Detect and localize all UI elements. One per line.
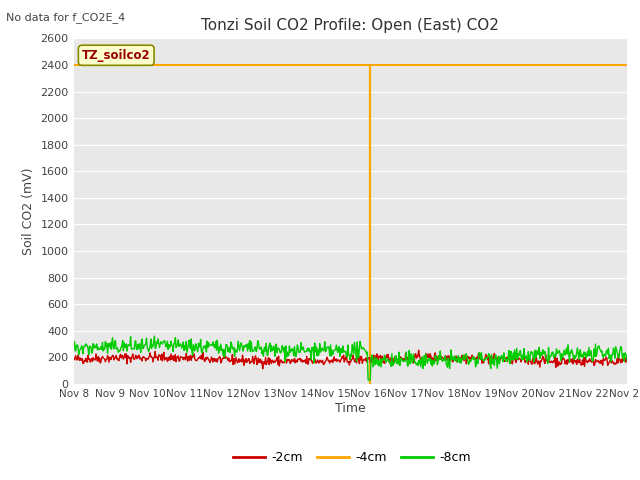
Text: No data for f_CO2E_4: No data for f_CO2E_4 — [6, 12, 125, 23]
Legend: -2cm, -4cm, -8cm: -2cm, -4cm, -8cm — [228, 446, 476, 469]
X-axis label: Time: Time — [335, 402, 366, 415]
Text: TZ_soilco2: TZ_soilco2 — [82, 49, 150, 62]
Y-axis label: Soil CO2 (mV): Soil CO2 (mV) — [22, 168, 35, 255]
Title: Tonzi Soil CO2 Profile: Open (East) CO2: Tonzi Soil CO2 Profile: Open (East) CO2 — [202, 18, 499, 33]
